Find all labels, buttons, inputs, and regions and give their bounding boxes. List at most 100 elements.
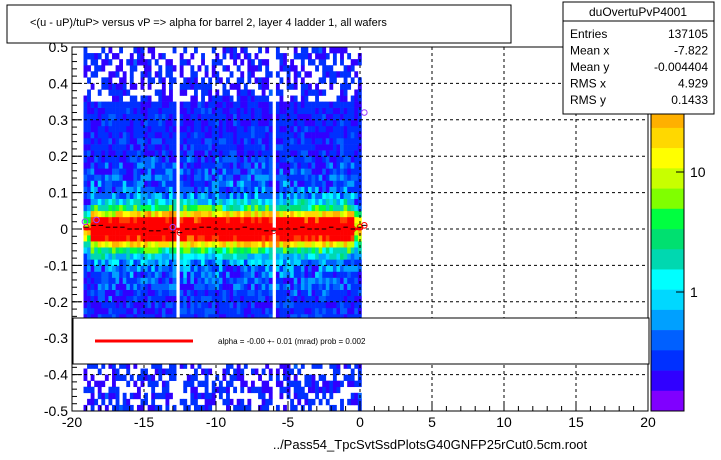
heatmap-cell xyxy=(211,271,216,278)
heatmap-cell xyxy=(325,210,330,218)
heatmap-cell xyxy=(336,119,341,127)
heatmap-cell xyxy=(197,301,202,309)
heatmap-cell xyxy=(115,313,120,321)
heatmap-cell xyxy=(233,186,238,193)
heatmap-cell xyxy=(201,113,205,121)
heatmap-cell xyxy=(197,241,202,248)
heatmap-cell xyxy=(151,222,156,230)
heatmap-cell xyxy=(133,380,138,388)
heatmap-cell xyxy=(97,277,102,284)
heatmap-cell xyxy=(215,150,220,157)
heatmap-cell xyxy=(336,289,341,297)
heatmap-cell xyxy=(183,253,188,260)
heatmap-cell xyxy=(119,289,124,297)
heatmap-cell xyxy=(290,180,295,187)
heatmap-cell xyxy=(340,204,344,212)
heatmap-cell xyxy=(183,362,188,369)
heatmap-cell xyxy=(144,235,148,242)
heatmap-cell xyxy=(275,283,280,290)
heatmap-cell xyxy=(172,301,177,309)
heatmap-cell xyxy=(261,235,266,242)
heatmap-cell xyxy=(329,386,334,394)
heatmap-cell xyxy=(229,210,234,218)
heatmap-cell xyxy=(158,174,163,181)
heatmap-cell xyxy=(193,150,198,157)
heatmap-cell xyxy=(226,174,230,181)
heatmap-cell xyxy=(108,241,113,248)
heatmap-cell xyxy=(268,131,273,139)
heatmap-cell xyxy=(169,89,173,96)
heatmap-cell xyxy=(347,241,352,248)
heatmap-cell xyxy=(147,271,152,278)
heatmap-cell xyxy=(265,271,270,278)
heatmap-cell xyxy=(101,144,106,151)
heatmap-cell xyxy=(254,53,259,60)
heatmap-cell xyxy=(147,283,152,290)
heatmap-cell xyxy=(215,265,220,272)
heatmap-cell xyxy=(293,283,298,290)
heatmap-cell xyxy=(179,144,184,151)
heatmap-cell xyxy=(172,368,177,375)
heatmap-cell xyxy=(129,295,134,303)
heatmap-cell xyxy=(133,235,138,242)
heatmap-cell xyxy=(83,186,88,193)
heatmap-cell xyxy=(236,362,241,369)
heatmap-cell xyxy=(201,107,205,115)
heatmap-cell xyxy=(329,47,334,54)
heatmap-cell xyxy=(87,247,91,254)
heatmap-cell xyxy=(233,283,238,290)
heatmap-cell xyxy=(136,229,141,236)
heatmap-cell xyxy=(211,192,216,199)
heatmap-cell xyxy=(136,168,141,175)
heatmap-cell xyxy=(325,283,330,290)
heatmap-cell xyxy=(322,131,327,139)
heatmap-cell xyxy=(97,180,102,187)
heatmap-cell xyxy=(83,47,88,54)
heatmap-cell xyxy=(340,168,344,175)
heatmap-cell xyxy=(190,216,195,224)
heatmap-cell xyxy=(94,198,99,206)
heatmap-cell xyxy=(218,265,223,272)
heatmap-cell xyxy=(126,113,131,121)
heatmap-cell xyxy=(332,295,337,303)
heatmap-cell xyxy=(101,247,106,254)
palette-tick-label: 10 xyxy=(690,164,706,180)
heatmap-cell xyxy=(222,156,227,163)
heatmap-cell xyxy=(286,374,291,381)
heatmap-cell xyxy=(343,313,348,321)
heatmap-cell xyxy=(300,313,305,321)
heatmap-cell xyxy=(318,47,323,54)
heatmap-cell xyxy=(144,247,148,254)
heatmap-cell xyxy=(147,174,152,181)
heatmap-cell xyxy=(290,271,295,278)
heatmap-cell xyxy=(250,65,255,72)
profile-point xyxy=(241,223,249,231)
heatmap-cell xyxy=(161,113,166,121)
heatmap-cell xyxy=(297,198,302,206)
heatmap-cell xyxy=(97,301,102,309)
heatmap-cell xyxy=(112,386,116,394)
heatmap-cell xyxy=(87,204,91,212)
heatmap-cell xyxy=(97,144,102,151)
heatmap-cell xyxy=(158,186,163,193)
heatmap-cell xyxy=(325,380,330,388)
heatmap-cell xyxy=(193,253,198,260)
profile-point xyxy=(111,223,119,231)
heatmap-cell xyxy=(336,47,341,54)
heatmap-cell xyxy=(151,398,156,406)
heatmap-cell xyxy=(161,138,166,145)
heatmap-cell xyxy=(311,241,316,248)
heatmap-cell xyxy=(286,180,291,187)
heatmap-cell xyxy=(268,307,273,315)
heatmap-cell xyxy=(126,186,131,193)
heatmap-cell xyxy=(161,131,166,139)
heatmap-cell xyxy=(347,265,352,272)
heatmap-cell xyxy=(140,307,145,315)
heatmap-cell xyxy=(297,210,302,218)
heatmap-cell xyxy=(119,307,124,315)
heatmap-cell xyxy=(186,59,191,66)
heatmap-cell xyxy=(240,162,245,169)
heatmap-cell xyxy=(233,138,238,145)
heatmap-cell xyxy=(83,71,88,78)
heatmap-cell xyxy=(283,107,287,115)
